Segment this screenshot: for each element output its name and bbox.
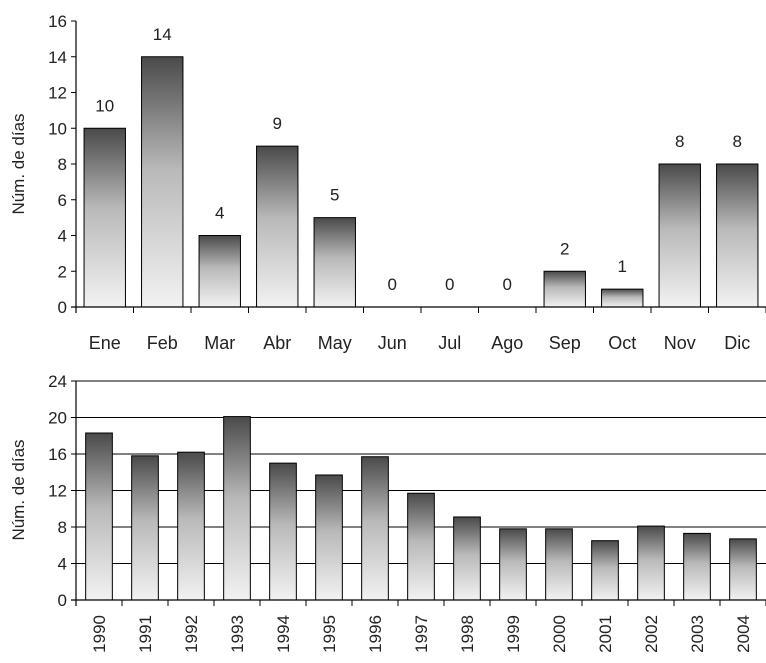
bar-1990: [85, 432, 113, 601]
chart-monthly-bars: [83, 56, 759, 308]
data-label-Sep: 2: [560, 239, 569, 258]
bar-1999: [499, 528, 527, 601]
bar-Nov: [658, 163, 701, 308]
bar-2003: [683, 532, 711, 601]
chart-monthly-xtick-labels: Ene Feb Mar Abr May Jun Jul Ago Sep Oct Nov Dic: [89, 333, 751, 353]
ytick-label-8: 8: [58, 518, 67, 537]
data-label-Dic: 8: [733, 132, 742, 151]
xtick-label-Oct: Oct: [608, 333, 636, 353]
ytick-label-4: 4: [58, 227, 67, 246]
data-label-May: 5: [330, 186, 339, 205]
chart-monthly-data-labels: 10 14 4 9 5 0 0 0 2 1 8 8: [95, 25, 742, 294]
xtick-label-1997: 1997: [412, 615, 431, 653]
xtick-label-Abr: Abr: [263, 333, 291, 353]
bar-2004: [729, 538, 757, 601]
data-label-Feb: 14: [153, 25, 172, 44]
data-label-Oct: 1: [618, 257, 627, 276]
xtick-label-1994: 1994: [274, 615, 293, 653]
ytick-label-20: 20: [48, 409, 67, 428]
xtick-label-May: May: [318, 333, 352, 353]
ytick-label-6: 6: [58, 191, 67, 210]
xtick-label-2003: 2003: [688, 615, 707, 653]
xtick-label-1993: 1993: [228, 615, 247, 653]
xtick-label-2001: 2001: [596, 615, 615, 653]
xtick-label-1998: 1998: [458, 615, 477, 653]
bar-1995: [315, 474, 343, 601]
bar-1997: [407, 492, 435, 601]
data-label-Jul: 0: [445, 275, 454, 294]
chart-monthly-ytick-labels: 0 2 4 6 8 10 12 14 16: [48, 12, 67, 317]
xtick-label-1992: 1992: [182, 615, 201, 653]
chart-monthly: 10 14 4 9 5 0 0 0 2 1 8 8 0 2 4 6 8 10 12 14 16 Ene Feb Mar Ab…: [9, 12, 766, 353]
xtick-label-Jun: Jun: [378, 333, 407, 353]
bar-Sep: [543, 270, 586, 308]
ytick-label-12: 12: [48, 482, 67, 501]
chart-yearly-ytick-labels: 0 4 8 12 16 20 24: [48, 372, 67, 610]
xtick-label-Sep: Sep: [549, 333, 581, 353]
bar-Dic: [716, 163, 759, 308]
data-label-Abr: 9: [273, 114, 282, 133]
xtick-label-1990: 1990: [90, 615, 109, 653]
xtick-label-Ene: Ene: [89, 333, 121, 353]
bar-2002: [637, 525, 665, 601]
ytick-label-24: 24: [48, 372, 67, 391]
bar-1991: [131, 455, 159, 601]
ytick-label-4: 4: [58, 555, 67, 574]
data-label-Nov: 8: [675, 132, 684, 151]
ytick-label-0: 0: [58, 298, 67, 317]
xtick-label-2002: 2002: [642, 615, 661, 653]
ytick-label-16: 16: [48, 12, 67, 31]
xtick-label-2000: 2000: [550, 615, 569, 653]
ytick-label-16: 16: [48, 445, 67, 464]
xtick-label-Nov: Nov: [664, 333, 696, 353]
data-label-Mar: 4: [215, 204, 224, 223]
data-label-Ene: 10: [95, 96, 114, 115]
bar-Ene: [83, 127, 126, 308]
bar-1992: [177, 451, 205, 601]
ytick-label-2: 2: [58, 262, 67, 281]
bar-May: [313, 217, 356, 308]
xtick-label-1996: 1996: [366, 615, 385, 653]
xtick-label-Ago: Ago: [491, 333, 523, 353]
chart-yearly: 0 4 8 12 16 20 24 1990 1991 1992 1993 1994 1995 1996…: [9, 372, 766, 653]
ytick-label-8: 8: [58, 155, 67, 174]
bar-1993: [223, 416, 251, 601]
xtick-label-Feb: Feb: [147, 333, 178, 353]
xtick-label-1991: 1991: [136, 615, 155, 653]
ytick-label-0: 0: [58, 591, 67, 610]
bar-Mar: [198, 235, 241, 308]
bar-1996: [361, 456, 389, 601]
bar-Feb: [141, 56, 184, 308]
bar-2000: [545, 528, 573, 601]
bar-Oct: [601, 288, 644, 308]
data-label-Jun: 0: [388, 275, 397, 294]
chart-yearly-bars: [85, 416, 757, 601]
xtick-label-1999: 1999: [504, 615, 523, 653]
chart-yearly-ylabel: Núm. de días: [9, 439, 28, 540]
chart-yearly-axes: [71, 380, 766, 606]
ytick-label-10: 10: [48, 119, 67, 138]
xtick-label-Jul: Jul: [438, 333, 461, 353]
bar-1994: [269, 462, 297, 601]
xtick-label-2004: 2004: [734, 615, 753, 653]
xtick-label-1995: 1995: [320, 615, 339, 653]
bar-1998: [453, 516, 481, 601]
chart-monthly-axes: [71, 20, 766, 313]
xtick-label-Dic: Dic: [724, 333, 750, 353]
chart-monthly-ylabel: Núm. de días: [9, 113, 28, 214]
ytick-label-14: 14: [48, 48, 67, 67]
xtick-label-Mar: Mar: [204, 333, 235, 353]
data-label-Ago: 0: [503, 275, 512, 294]
bar-Abr: [256, 145, 299, 308]
bar-2001: [591, 540, 619, 601]
chart-yearly-xtick-labels: 1990 1991 1992 1993 1994 1995 1996 1997 1998 1999…: [90, 615, 753, 653]
ytick-label-12: 12: [48, 84, 67, 103]
